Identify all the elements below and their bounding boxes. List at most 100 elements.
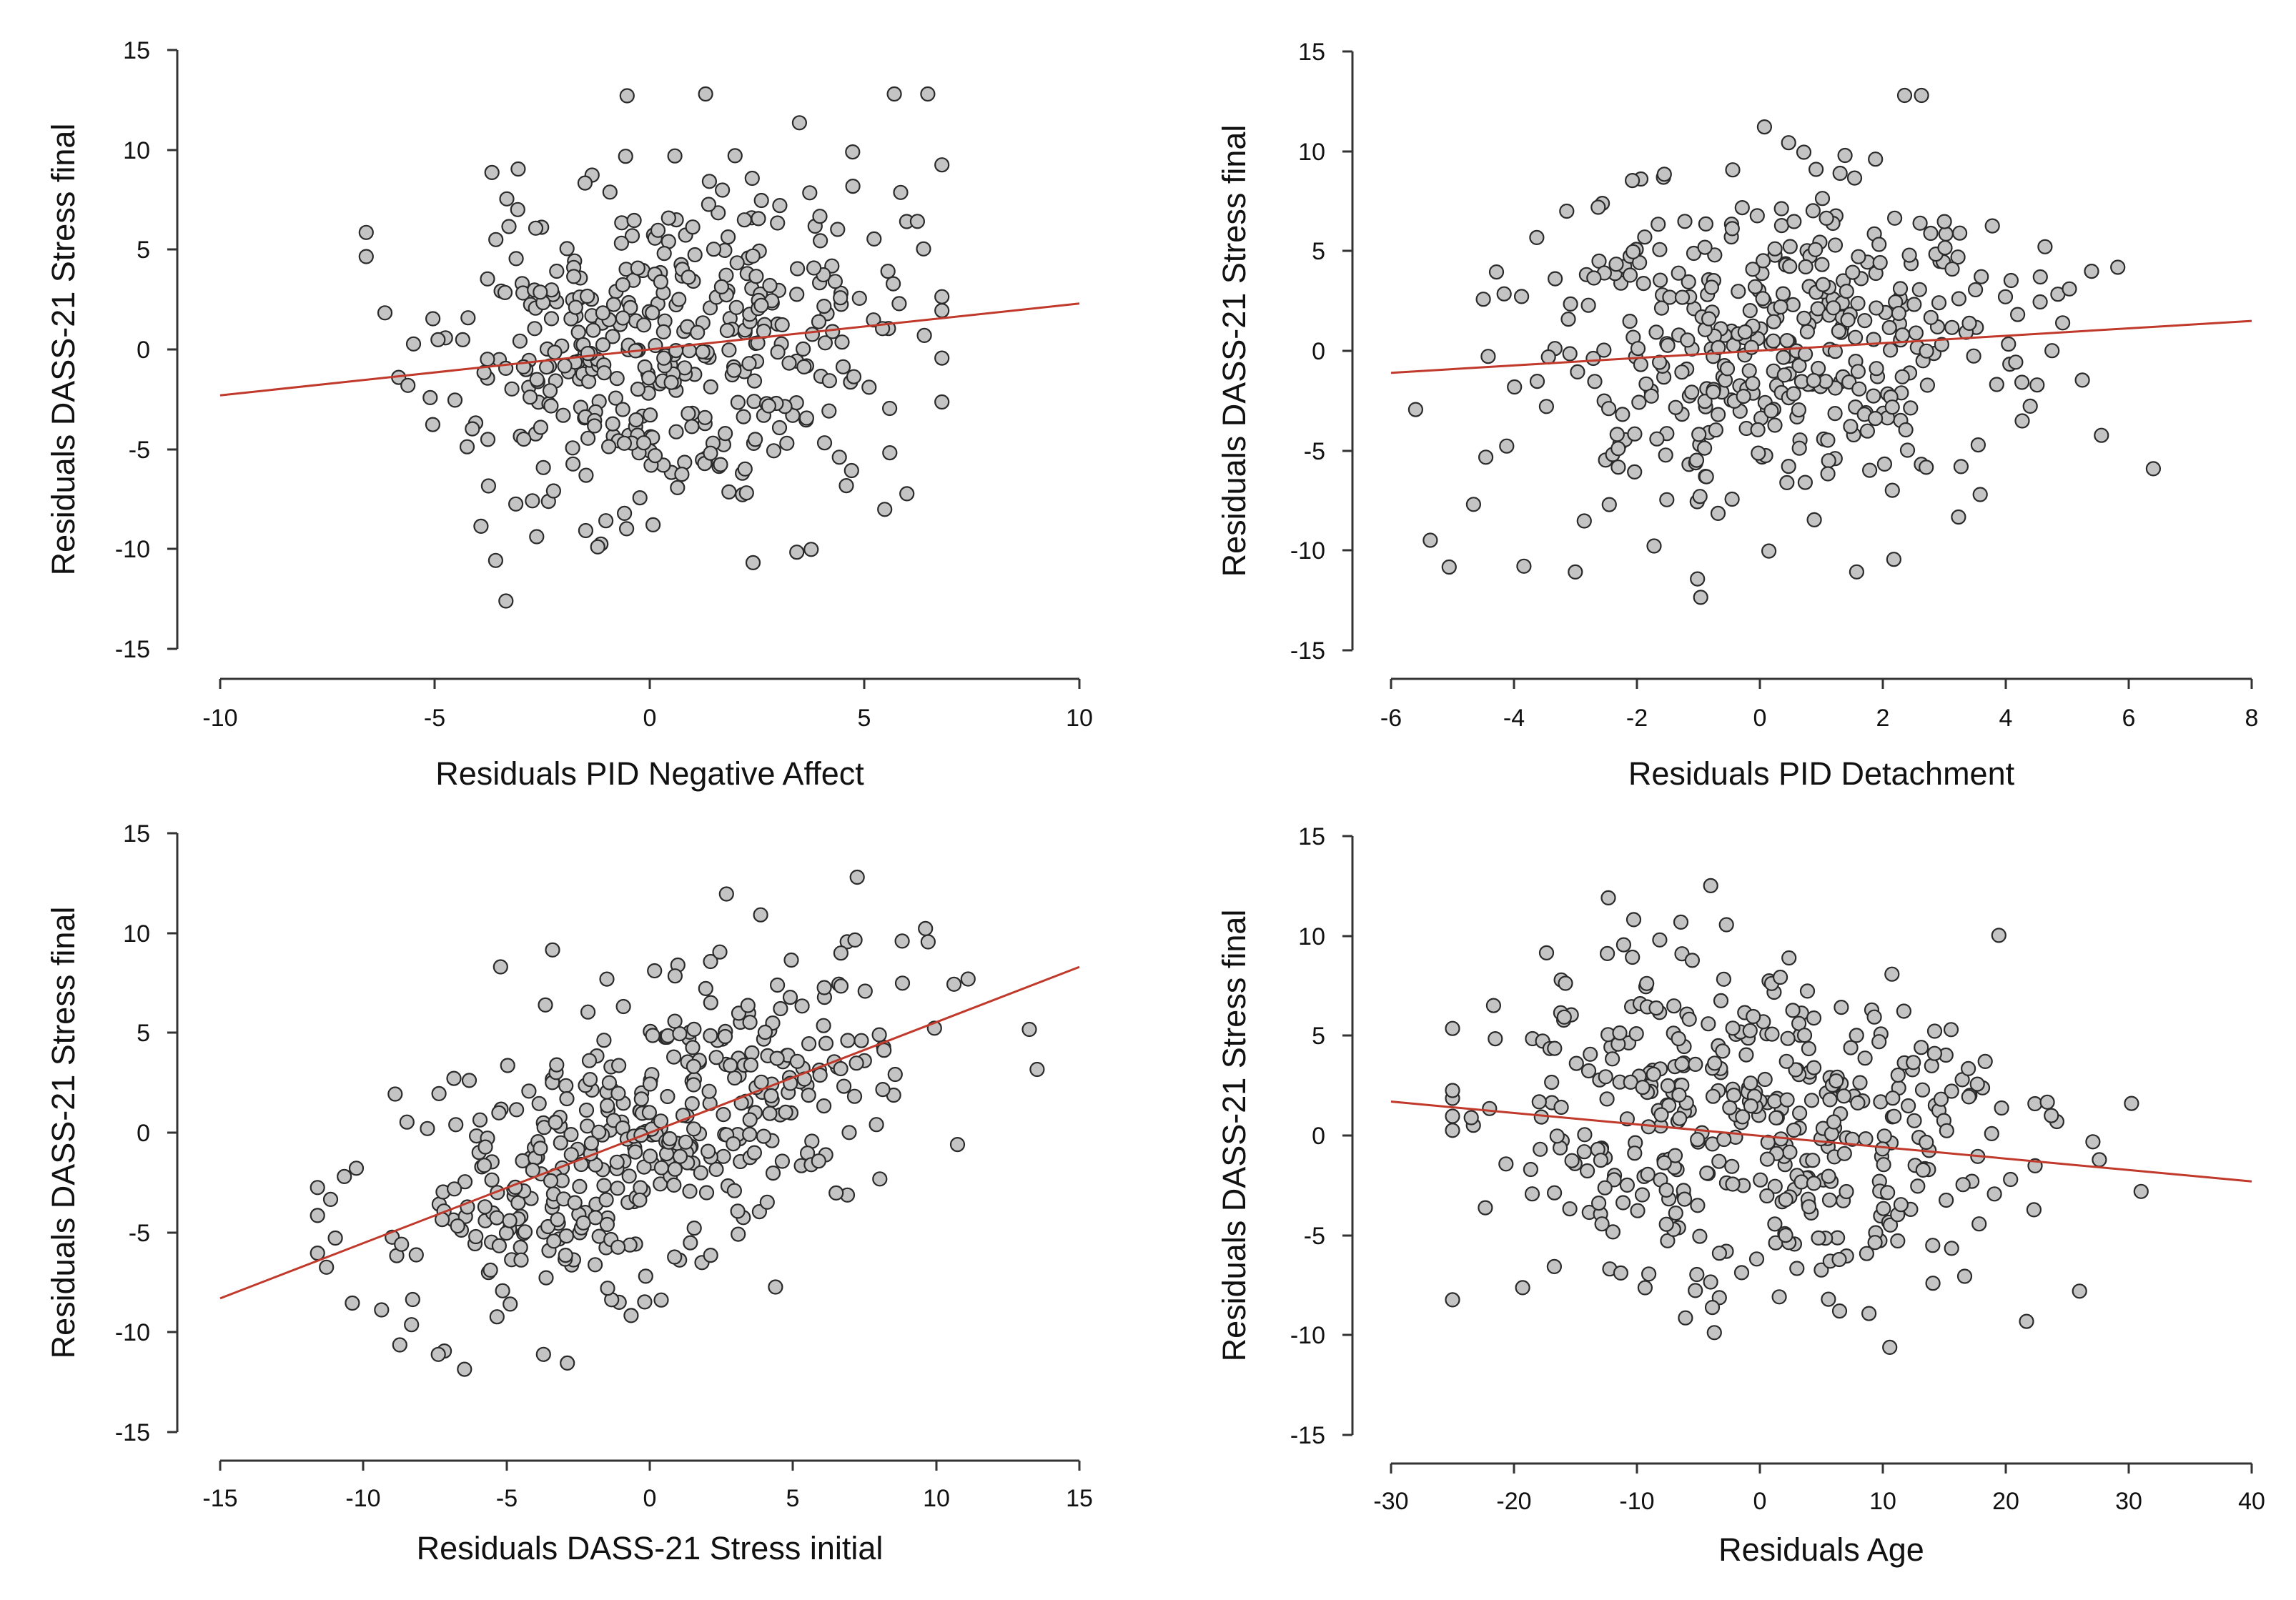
y-tick-label: 5 bbox=[137, 1020, 150, 1047]
scatter-point bbox=[698, 86, 713, 102]
scatter-point bbox=[1705, 1088, 1721, 1104]
scatter-point bbox=[833, 290, 848, 306]
scatter-point bbox=[653, 1292, 669, 1308]
scatter-point bbox=[513, 1239, 528, 1256]
y-tick-label: -15 bbox=[1290, 1422, 1325, 1449]
scatter-point bbox=[567, 1195, 583, 1211]
y-tick-label: 15 bbox=[1298, 39, 1325, 66]
scatter-point bbox=[555, 407, 571, 423]
scatter-point bbox=[636, 317, 652, 333]
scatter-point bbox=[1767, 1178, 1783, 1194]
chart-age-svg: -15 -10 -5 0 5 10 15 -30 -20 -10 0 bbox=[1216, 823, 2265, 1568]
scatter-point bbox=[545, 483, 562, 499]
scatter-point bbox=[610, 1181, 625, 1196]
x-tick-label: -5 bbox=[496, 1485, 518, 1512]
scatter-point bbox=[1829, 1073, 1844, 1089]
scatter-point bbox=[1630, 1203, 1646, 1218]
scatter-point bbox=[1961, 315, 1977, 331]
scatter-point bbox=[1781, 950, 1797, 966]
scatter-point bbox=[461, 1073, 477, 1088]
scatter-point bbox=[685, 1040, 701, 1055]
x-tick-label: 4 bbox=[1999, 705, 2013, 732]
scatter-point bbox=[667, 1013, 683, 1029]
scatter-point bbox=[671, 292, 687, 307]
scatter-point bbox=[716, 1107, 731, 1123]
scatter-point bbox=[1900, 1098, 1916, 1114]
scatter-point bbox=[616, 505, 633, 522]
y-axis-title: Residuals DASS-21 Stress final bbox=[45, 907, 81, 1359]
scatter-point bbox=[599, 1098, 615, 1113]
scatter-point bbox=[1488, 1031, 1503, 1047]
scatter-point bbox=[1724, 1158, 1740, 1174]
x-tick-label: 10 bbox=[1869, 1488, 1896, 1515]
scatter-point bbox=[1866, 388, 1881, 404]
scatter-point bbox=[1731, 284, 1746, 299]
x-tick-label: -30 bbox=[1373, 1488, 1408, 1515]
scatter-point bbox=[1577, 1127, 1593, 1143]
scatter-point bbox=[713, 457, 728, 472]
scatter-point bbox=[1496, 286, 1512, 302]
scatter-point bbox=[682, 1183, 698, 1199]
y-tick-label: 5 bbox=[137, 237, 150, 264]
scatter-point bbox=[1837, 147, 1853, 164]
scatter-point bbox=[1652, 272, 1668, 288]
scatter-point bbox=[1698, 216, 1714, 232]
scatter-point bbox=[1881, 319, 1897, 335]
scatter-point bbox=[322, 1191, 339, 1208]
scatter-point bbox=[849, 869, 865, 885]
scatter-point bbox=[1840, 312, 1856, 328]
scatter-point bbox=[1544, 1074, 1560, 1090]
scatter-point bbox=[533, 284, 548, 300]
scatter-point bbox=[1639, 975, 1655, 991]
scatter-point bbox=[1857, 313, 1873, 329]
scatter-point bbox=[2044, 343, 2060, 359]
scatter-point bbox=[1773, 299, 1788, 315]
scatter-point bbox=[628, 1144, 643, 1160]
scatter-point bbox=[1651, 217, 1666, 232]
scatter-point bbox=[599, 971, 615, 987]
scatter-point bbox=[1715, 1043, 1731, 1059]
scatter-point bbox=[769, 1050, 785, 1066]
scatter-point bbox=[614, 215, 630, 231]
scatter-point bbox=[949, 1137, 966, 1153]
scatter-point bbox=[891, 296, 907, 312]
scatter-point bbox=[1608, 257, 1624, 272]
chart-detachment-svg: -15 -10 -5 0 5 10 15 -6 -4 -2 0 bbox=[1216, 39, 2258, 792]
scatter-point bbox=[1637, 1280, 1653, 1296]
scatter-point bbox=[1688, 1056, 1703, 1072]
scatter-point bbox=[766, 443, 782, 459]
scatter-point bbox=[472, 1112, 488, 1128]
scatter-point bbox=[1839, 1183, 1854, 1200]
scatter-point bbox=[789, 261, 806, 277]
scatter-point bbox=[1445, 1020, 1460, 1036]
scatter-point bbox=[666, 1177, 682, 1193]
scatter-point bbox=[886, 86, 902, 102]
x-tick-label: 10 bbox=[923, 1485, 950, 1512]
y-axis-title: Residuals DASS-21 Stress final bbox=[45, 124, 81, 576]
scatter-point bbox=[1515, 1280, 1530, 1296]
scatter-point bbox=[833, 945, 849, 961]
scatter-point bbox=[1724, 221, 1740, 237]
scatter-point bbox=[1524, 1186, 1540, 1202]
scatter-point bbox=[1939, 1123, 1954, 1138]
scatter-point bbox=[1701, 311, 1717, 327]
scatter-point bbox=[1594, 1216, 1610, 1232]
scatter-point bbox=[1936, 214, 1952, 229]
scatter-point bbox=[812, 233, 828, 249]
scatter-point bbox=[2124, 1095, 2139, 1111]
regression-line bbox=[219, 302, 1080, 397]
scatter-point bbox=[846, 369, 862, 384]
scatter-point bbox=[605, 329, 620, 344]
scatter-point bbox=[774, 1153, 791, 1169]
scatter-point bbox=[712, 944, 728, 960]
scatter-point bbox=[803, 542, 819, 557]
scatter-point bbox=[600, 439, 617, 454]
scatter-point bbox=[488, 232, 504, 247]
scatter-point bbox=[425, 417, 441, 432]
scatter-point bbox=[549, 263, 565, 279]
scatter-point bbox=[703, 995, 718, 1010]
scatter-point bbox=[663, 374, 679, 390]
scatter-point bbox=[1590, 1195, 1607, 1211]
scatter-point bbox=[1465, 497, 1481, 512]
scatter-point bbox=[690, 324, 706, 340]
